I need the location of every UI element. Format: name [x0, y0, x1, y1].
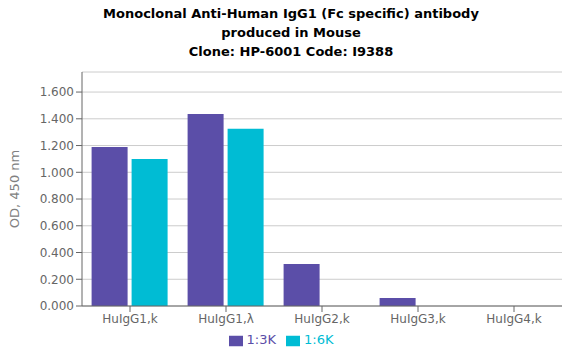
html-text:1:6K: 1:6K	[304, 332, 334, 347]
svg-text:HuIgG3,k: HuIgG3,k	[390, 312, 446, 326]
svg-text:0.200: 0.200	[40, 273, 74, 287]
svg-text:1.200: 1.200	[40, 139, 74, 153]
svg-text:HuIgG1,k: HuIgG1,k	[102, 312, 158, 326]
svg-text:0.800: 0.800	[40, 192, 74, 206]
html-text:1:3K: 1:3K	[246, 332, 276, 347]
svg-text:HuIgG4,k: HuIgG4,k	[486, 312, 542, 326]
svg-text:0.600: 0.600	[40, 219, 74, 233]
html-text:Monoclonal Anti-Human IgG1 (Fc: Monoclonal Anti-Human IgG1 (Fc specific)…	[103, 6, 479, 21]
svg-text:OD, 450 nm: OD, 450 nm	[7, 150, 22, 228]
svg-text:0.400: 0.400	[40, 246, 74, 260]
svg-text:1.600: 1.600	[40, 85, 74, 99]
svg-text:HuIgG2,k: HuIgG2,k	[294, 312, 350, 326]
svg-text:1.400: 1.400	[40, 112, 74, 126]
svg-text:1.000: 1.000	[40, 166, 74, 180]
svg-text:0.000: 0.000	[40, 299, 74, 313]
svg-text:HuIgG1,λ: HuIgG1,λ	[198, 312, 254, 326]
html-text:Clone: HP-6001 Code: I9388: Clone: HP-6001 Code: I9388	[188, 44, 394, 59]
html-text:produced in Mouse: produced in Mouse	[221, 25, 361, 40]
